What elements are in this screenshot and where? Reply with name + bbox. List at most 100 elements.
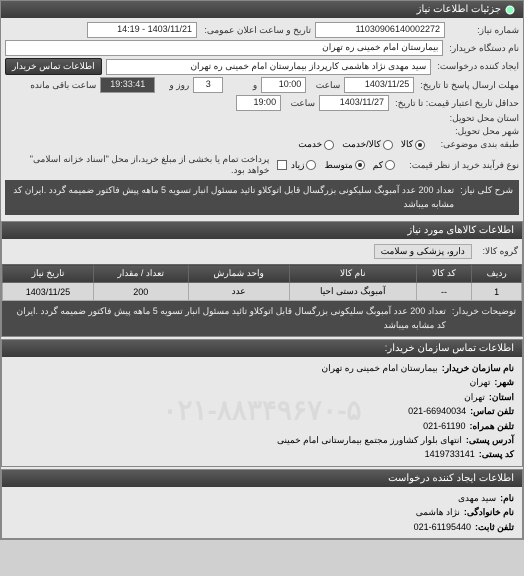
buyer-device-value: بیمارستان امام خمینی ره تهران xyxy=(5,40,443,56)
info-value: تهران xyxy=(470,375,491,389)
info-icon xyxy=(505,5,515,15)
table-header: نام کالا xyxy=(289,265,416,283)
radio-kala[interactable]: کالا xyxy=(401,139,425,150)
validity-label: حداقل تاریخ اعتبار قیمت: تا تاریخ: xyxy=(393,98,519,109)
deadline-time: 10:00 xyxy=(261,77,306,93)
validity-date: 1403/11/27 xyxy=(319,95,389,111)
buyer-notes-label: توضیحات خریدار: xyxy=(452,305,516,332)
buyer-device-label: نام دستگاه خریدار: xyxy=(447,43,519,54)
deadline-date: 1403/11/25 xyxy=(344,77,414,93)
info-row: استان: تهران xyxy=(10,390,514,404)
info-row: نام سازمان خریدار: بیمارستان امام خمینی ر… xyxy=(10,361,514,375)
validity-time: 19:00 xyxy=(236,95,281,111)
info-label: تلفن ثابت: xyxy=(475,520,514,534)
info-value: 021-61190 xyxy=(423,419,465,433)
info-value: 021-61195440 xyxy=(414,520,471,534)
process-type-label: نوع فرآیند خرید از نظر قیمت: xyxy=(399,160,519,171)
info-label: استان: xyxy=(489,390,514,404)
need-no-label: شماره نیاز: xyxy=(449,25,519,36)
time-remain: 19:33:41 xyxy=(100,77,155,93)
requester-label: ایجاد کننده درخواست: xyxy=(435,61,519,72)
payment-note: پرداخت تمام یا بخشی از مبلغ خرید،از محل … xyxy=(5,152,273,178)
info-value: 021-66940034 xyxy=(408,404,466,418)
city-label: شهر محل تحویل: xyxy=(449,126,519,137)
commodity-type-label: طبقه بندی موضوعی: xyxy=(429,139,519,150)
group-label: گروه کالا: xyxy=(481,246,518,256)
table-cell: 1 xyxy=(472,283,522,301)
desc-label: شرح کلی نیاز: xyxy=(460,184,513,211)
saat-label2: ساعت xyxy=(285,98,315,109)
contact-creator-header: اطلاعات ایجاد کننده درخواست xyxy=(2,470,522,487)
commodity-type-group: کالا کالا/خدمت خدمت xyxy=(298,139,425,150)
radio-khadamat[interactable]: خدمت xyxy=(298,139,334,150)
info-row: تلفن ثابت: 021-61195440 xyxy=(10,520,514,534)
info-value: تهران xyxy=(464,390,485,404)
goods-table: ردیفکد کالانام کالاواحد شمارشتعداد / مقد… xyxy=(2,264,522,301)
info-row: تلفن همراه: 021-61190 xyxy=(10,419,514,433)
table-header: کد کالا xyxy=(416,265,472,283)
remain-label: ساعت باقی مانده xyxy=(28,80,96,91)
info-label: تلفن همراه: xyxy=(469,419,514,433)
contact-org-block: ۰۲۱-۸۸۳۴۹۶۷۰-۵ نام سازمان خریدار:بیمارست… xyxy=(2,357,522,466)
table-header: واحد شمارش xyxy=(188,265,289,283)
info-label: آدرس پستی: xyxy=(466,433,514,447)
info-row: شهر:تهران xyxy=(10,375,514,389)
info-row: کد پستی: 1419733141 xyxy=(10,447,514,461)
info-value: انتهای بلوار کشاورز مجتمع بیمارستانی اما… xyxy=(277,433,462,447)
buyer-notes-block: توضیحات خریدار: تعداد 200 عدد آمبوبگ سلی… xyxy=(2,301,522,336)
contact-org-section: اطلاعات تماس سازمان خریدار: ۰۲۱-۸۸۳۴۹۶۷۰… xyxy=(1,339,523,467)
deadline-send-label: مهلت ارسال پاسخ تا تاریخ: xyxy=(418,80,519,91)
payment-checkbox[interactable] xyxy=(277,160,286,170)
info-label: شهر: xyxy=(494,375,514,389)
province-label: استان محل تحویل: xyxy=(448,113,519,124)
panel-title: جزئیات اطلاعات نیاز xyxy=(417,4,501,15)
info-value: سید مهدی xyxy=(458,491,496,505)
description-block: شرح کلی نیاز: تعداد 200 عدد آمبوبگ سلیکو… xyxy=(5,180,519,215)
table-cell: 1403/11/25 xyxy=(3,283,94,301)
process-type-group: کم متوسط زیاد xyxy=(291,160,395,171)
info-label: نام سازمان خریدار: xyxy=(442,361,514,375)
table-row: 1--آمبوبگ دستی احیاعدد2001403/11/25 xyxy=(3,283,522,301)
radio-kala-service[interactable]: کالا/خدمت xyxy=(342,139,393,150)
info-label: نام خانوادگی: xyxy=(464,505,514,519)
info-label: نام: xyxy=(500,491,514,505)
panel-header: جزئیات اطلاعات نیاز xyxy=(1,1,523,18)
group-tag: دارو، پزشکی و سلامت xyxy=(374,244,472,259)
contact-buyer-button[interactable]: اطلاعات تماس خریدار xyxy=(5,58,102,75)
form-body: شماره نیاز: 11030906140002272 تاریخ و سا… xyxy=(1,18,523,219)
contact-creator-section: اطلاعات ایجاد کننده درخواست نام: سید مهدی… xyxy=(1,469,523,539)
table-cell: 200 xyxy=(93,283,188,301)
table-header: تاریخ نیاز xyxy=(3,265,94,283)
table-header: ردیف xyxy=(472,265,522,283)
contact-creator-block: نام:سید مهدینام خانوادگی:نژاد هاشمیتلفن … xyxy=(2,487,522,538)
info-value: 1419733141 xyxy=(425,447,475,461)
radio-high[interactable]: زیاد xyxy=(291,160,317,171)
table-cell: عدد xyxy=(188,283,289,301)
buyer-notes-text: تعداد 200 عدد آمبوبگ سلیکونی بزرگسال قاب… xyxy=(8,305,446,332)
info-row: نام: سید مهدی xyxy=(10,491,514,505)
info-row: تلفن تماس: 021-66940034 xyxy=(10,404,514,418)
contact-org-header: اطلاعات تماس سازمان خریدار: xyxy=(2,340,522,357)
desc-text: تعداد 200 عدد آمبوبگ سلیکونی بزرگسال قاب… xyxy=(11,184,454,211)
info-label: تلفن تماس: xyxy=(470,404,514,418)
radio-low[interactable]: کم xyxy=(373,160,395,171)
goods-header: اطلاعات کالاهای مورد نیاز xyxy=(2,222,522,239)
info-value: نژاد هاشمی xyxy=(416,505,460,519)
info-row: نام خانوادگی: نژاد هاشمی xyxy=(10,505,514,519)
days-remain: 3 xyxy=(193,77,223,93)
rooz-label: روز و xyxy=(159,80,189,91)
radio-mid[interactable]: متوسط xyxy=(324,160,364,171)
saat-label: ساعت xyxy=(310,80,340,91)
need-no-value: 11030906140002272 xyxy=(315,22,445,38)
table-header: تعداد / مقدار xyxy=(93,265,188,283)
info-row: آدرس پستی: انتهای بلوار کشاورز مجتمع بیما… xyxy=(10,433,514,447)
va-label: و xyxy=(227,80,257,91)
info-value: بیمارستان امام خمینی ره تهران xyxy=(322,361,438,375)
table-cell: آمبوبگ دستی احیا xyxy=(289,283,416,301)
goods-section: اطلاعات کالاهای مورد نیاز گروه کالا: دار… xyxy=(1,221,523,337)
table-cell: -- xyxy=(416,283,472,301)
announce-label: تاریخ و ساعت اعلان عمومی: xyxy=(201,25,311,36)
info-label: کد پستی: xyxy=(479,447,514,461)
requester-value: سید مهدی نژاد هاشمی کارپرداز بیمارستان ا… xyxy=(106,59,432,75)
announce-value: 1403/11/21 - 14:19 xyxy=(87,22,197,38)
